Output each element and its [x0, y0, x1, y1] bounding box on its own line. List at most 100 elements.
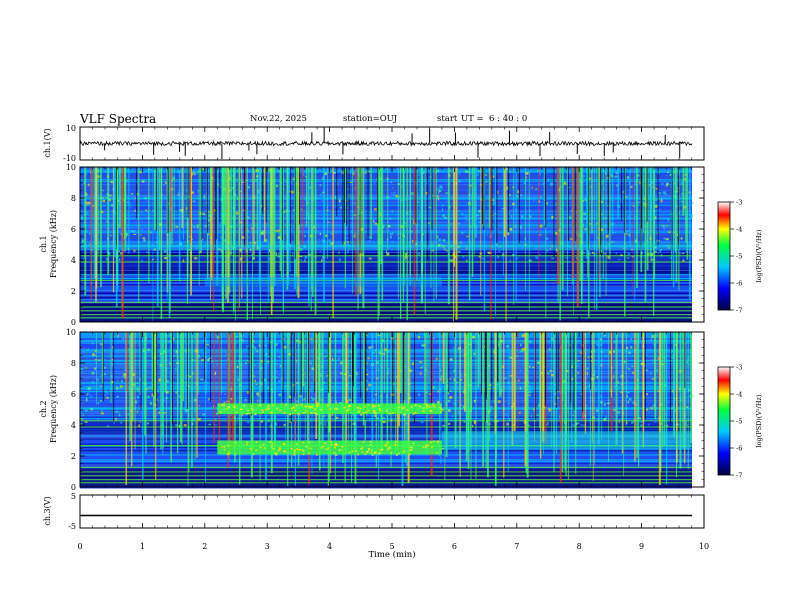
emission-speckle	[325, 448, 328, 451]
sferic-streak	[269, 167, 271, 297]
spectral-band	[80, 282, 692, 284]
speckle	[459, 378, 463, 381]
speckle	[666, 171, 670, 173]
speckle	[666, 225, 668, 227]
sferic-streak	[304, 332, 306, 445]
speckle	[197, 190, 200, 193]
sferic-streak	[323, 332, 325, 469]
speckle	[645, 408, 649, 411]
speckle	[453, 402, 456, 405]
colorbar-tick-label: -6	[736, 445, 742, 453]
gap-streak	[557, 332, 559, 392]
speckle	[208, 398, 210, 401]
speckle	[590, 350, 593, 353]
speckle	[550, 373, 554, 377]
speckle	[308, 361, 312, 365]
speckle	[213, 208, 216, 212]
speckle	[563, 182, 567, 185]
speckle	[159, 196, 162, 199]
speckle	[230, 187, 234, 190]
speckle	[313, 226, 316, 229]
emission-speckle	[335, 443, 338, 445]
speckle	[412, 219, 415, 222]
colorbar-tick-label: -4	[736, 391, 742, 399]
gap-streak	[567, 167, 569, 241]
speckle	[185, 381, 189, 385]
speckle	[100, 385, 102, 387]
emission-speckle	[275, 407, 278, 410]
speckle	[553, 383, 557, 386]
emission-speckle	[226, 407, 229, 410]
gap-streak	[135, 167, 137, 219]
emission-speckle	[234, 441, 237, 444]
speckle	[418, 215, 421, 218]
speckle	[640, 424, 643, 428]
sferic-streak	[205, 332, 207, 395]
speckle	[118, 258, 121, 261]
speckle	[603, 402, 606, 406]
speckle	[116, 380, 120, 382]
speckle	[671, 356, 674, 359]
speckle	[390, 192, 394, 196]
speckle	[690, 242, 692, 245]
speckle	[364, 172, 366, 175]
speckle	[614, 231, 617, 233]
speckle	[676, 187, 680, 189]
speckle	[439, 221, 441, 224]
spectral-band	[80, 299, 692, 300]
emission-speckle	[422, 407, 425, 409]
speckle	[546, 204, 549, 206]
speckle	[301, 399, 305, 401]
speckle	[535, 256, 539, 260]
speckle	[147, 348, 150, 351]
speckle	[357, 417, 359, 420]
emission-speckle	[308, 405, 311, 408]
speckle	[639, 181, 642, 184]
speckle	[438, 238, 441, 242]
speckle	[525, 179, 527, 181]
speckle	[419, 360, 423, 362]
speckle	[601, 410, 603, 413]
sferic-streak	[297, 332, 300, 466]
narrowband-line	[80, 479, 692, 481]
speckle	[113, 335, 116, 338]
speckle	[690, 168, 693, 172]
sferic-streak	[160, 332, 162, 450]
speckle	[533, 198, 535, 202]
gap-streak	[582, 332, 583, 412]
gap-streak	[587, 167, 589, 251]
speckle	[509, 227, 513, 231]
emission-speckle	[288, 413, 291, 416]
speckle	[532, 366, 535, 369]
emission-speckle	[279, 409, 282, 412]
speckle	[392, 231, 394, 235]
speckle	[641, 182, 643, 185]
speckle	[454, 222, 456, 225]
speckle	[485, 420, 489, 423]
speckle	[613, 340, 616, 343]
speckle	[545, 237, 549, 240]
speckle	[84, 421, 88, 423]
speckle	[106, 171, 109, 174]
speckle	[369, 240, 371, 242]
emission-speckle	[375, 412, 378, 414]
speckle	[519, 227, 522, 231]
speckle	[252, 256, 255, 260]
speckle	[386, 196, 388, 199]
speckle	[103, 350, 105, 352]
sferic-streak	[233, 167, 235, 312]
gap-streak	[482, 167, 484, 225]
speckle	[355, 372, 358, 376]
speckle	[554, 245, 556, 248]
speckle	[611, 240, 613, 244]
emission-speckle	[305, 405, 308, 408]
emission-speckle	[314, 408, 317, 410]
emission-speckle	[367, 409, 370, 412]
sferic-streak	[377, 167, 379, 321]
sferic-streak	[453, 167, 456, 267]
speckle	[335, 416, 339, 420]
sferic-streak	[489, 332, 491, 442]
speckle	[376, 194, 379, 198]
speckle	[673, 339, 677, 343]
sferic-streak	[442, 332, 445, 384]
